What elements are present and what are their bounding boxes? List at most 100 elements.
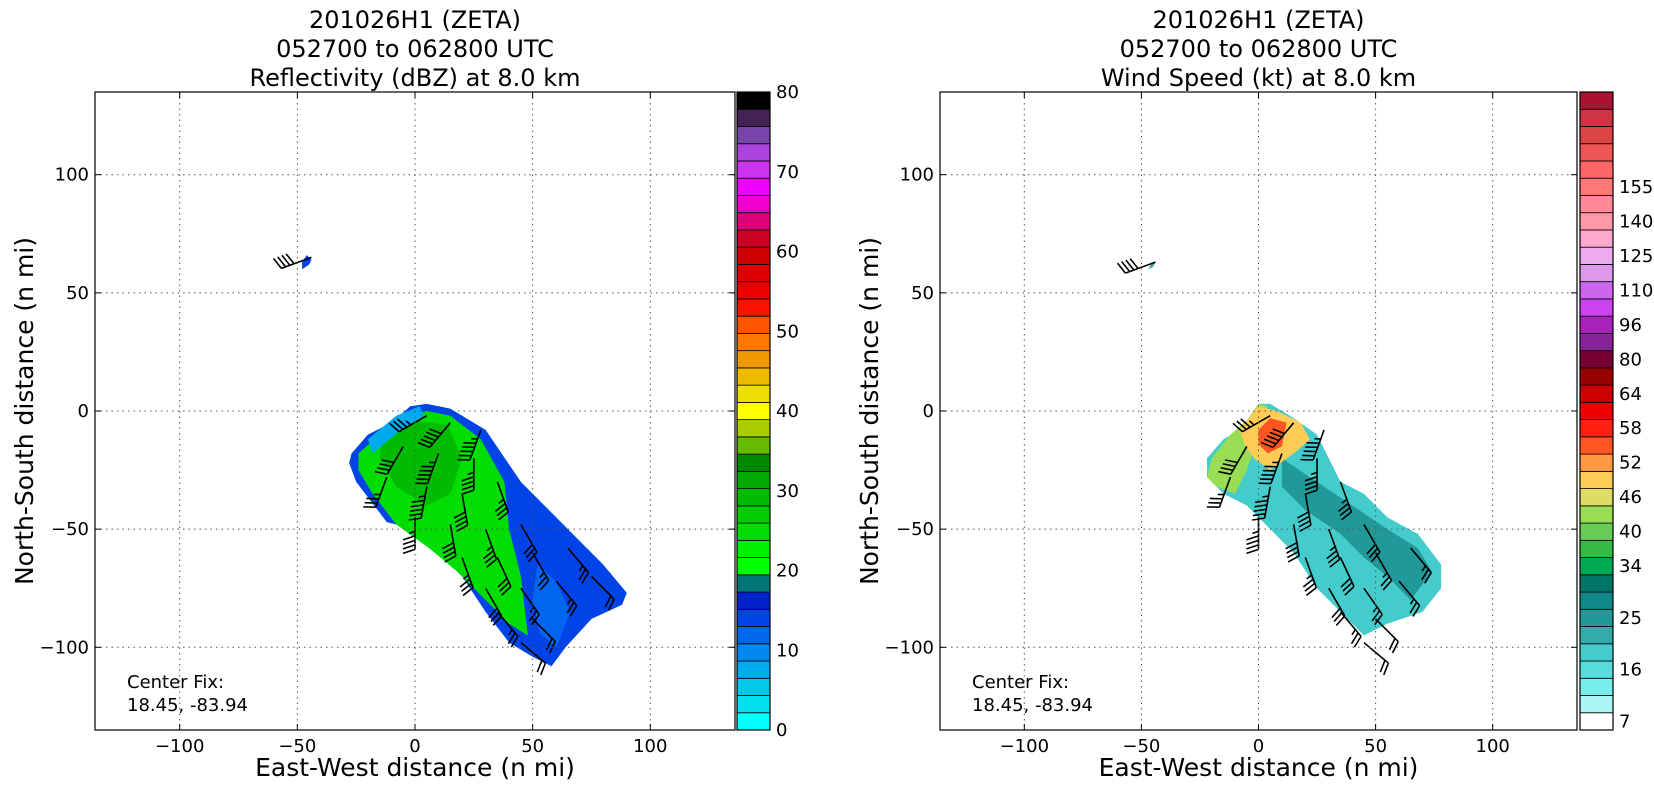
colorbar-bin xyxy=(1580,195,1613,212)
colorbar-bin xyxy=(737,523,770,540)
chart-title-line-3: Wind Speed (kt) at 8.0 km xyxy=(1101,64,1416,92)
colorbar-bin xyxy=(737,506,770,523)
y-tick-label: 50 xyxy=(66,283,89,304)
colorbar-bin xyxy=(1580,592,1613,609)
colorbar-bin xyxy=(737,368,770,385)
colorbar-bin xyxy=(737,489,770,506)
x-tick-label: −100 xyxy=(1000,736,1049,757)
colorbar-tick-label: 58 xyxy=(1619,418,1642,439)
y-tick-label: 100 xyxy=(55,165,89,186)
y-tick-label: −100 xyxy=(885,637,934,658)
colorbar-bin xyxy=(737,144,770,161)
x-axis-label: East-West distance (n mi) xyxy=(1099,753,1419,782)
colorbar-bin xyxy=(1580,696,1613,713)
colorbar-bin xyxy=(1580,282,1613,299)
colorbar-bin xyxy=(1580,333,1613,350)
colorbar-bin xyxy=(1580,368,1613,385)
colorbar-tick-label: 40 xyxy=(776,401,799,422)
y-tick-label: −100 xyxy=(40,637,89,658)
y-tick-label: 0 xyxy=(923,401,934,422)
colorbar-tick-label: 52 xyxy=(1619,453,1642,474)
colorbar-bin xyxy=(1580,109,1613,126)
colorbar-tick-label: 140 xyxy=(1619,211,1653,232)
colorbar-bin xyxy=(1580,161,1613,178)
chart-title-line-1: 201026H1 (ZETA) xyxy=(1152,6,1364,34)
y-tick-label: 100 xyxy=(900,165,934,186)
colorbar-bin xyxy=(1580,471,1613,488)
colorbar-bin xyxy=(737,696,770,713)
colorbar-bin xyxy=(1580,230,1613,247)
colorbar-tick-label: 46 xyxy=(1619,487,1642,508)
colorbar-bin xyxy=(1580,178,1613,195)
colorbar-tick-label: 40 xyxy=(1619,522,1642,543)
colorbar-bin xyxy=(737,230,770,247)
colorbar-bin xyxy=(737,575,770,592)
barb-half-flag xyxy=(1262,496,1268,497)
colorbar-bin xyxy=(1580,523,1613,540)
colorbar-tick-label: 96 xyxy=(1619,315,1642,336)
colorbar-bin xyxy=(1580,351,1613,368)
colorbar-bin xyxy=(1580,661,1613,678)
colorbar-bin xyxy=(737,126,770,143)
colorbar-bin xyxy=(1580,678,1613,695)
colorbar-tick-label: 0 xyxy=(776,720,787,741)
colorbar-bin xyxy=(737,678,770,695)
y-tick-label: −50 xyxy=(51,519,89,540)
colorbar-bin xyxy=(1580,126,1613,143)
colorbar-bin xyxy=(737,471,770,488)
center-fix-line-1: Center Fix: xyxy=(972,672,1069,693)
colorbar-bin xyxy=(1580,316,1613,333)
colorbar-bin xyxy=(1580,92,1613,109)
colorbar-bin xyxy=(737,454,770,471)
colorbar-bin xyxy=(1580,385,1613,402)
colorbar-bin xyxy=(1580,644,1613,661)
colorbar-bin xyxy=(1580,558,1613,575)
colorbar-bin xyxy=(737,316,770,333)
y-tick-label: −50 xyxy=(896,519,934,540)
colorbar-bin xyxy=(737,92,770,109)
colorbar-bin xyxy=(1580,144,1613,161)
colorbar-tick-label: 10 xyxy=(776,640,799,661)
colorbar-bin xyxy=(737,592,770,609)
colorbar-tick-label: 25 xyxy=(1619,608,1642,629)
colorbar-bin xyxy=(737,420,770,437)
colorbar-bin xyxy=(737,437,770,454)
colorbar-bin xyxy=(737,713,770,730)
colorbar-tick-label: 34 xyxy=(1619,556,1642,577)
colorbar-bin xyxy=(737,402,770,419)
colorbar-bin xyxy=(1580,454,1613,471)
colorbar-bin xyxy=(737,247,770,264)
colorbar-bin xyxy=(737,282,770,299)
colorbar-bin xyxy=(737,299,770,316)
colorbar-bin xyxy=(737,558,770,575)
center-fix-line-2: 18.45, -83.94 xyxy=(127,695,248,716)
colorbar-tick-label: 80 xyxy=(1619,349,1642,370)
colorbar-bin xyxy=(1580,575,1613,592)
colorbar-tick-label: 20 xyxy=(776,561,799,582)
colorbar-bin xyxy=(737,333,770,350)
colorbar-tick-label: 60 xyxy=(776,242,799,263)
colorbar-tick-label: 16 xyxy=(1619,660,1642,681)
colorbar-bin xyxy=(1580,420,1613,437)
barb-half-flag xyxy=(419,496,425,497)
colorbar-tick-label: 80 xyxy=(776,82,799,103)
chart-title-line-3: Reflectivity (dBZ) at 8.0 km xyxy=(250,64,581,92)
colorbar-tick-label: 7 xyxy=(1619,711,1630,732)
x-tick-label: 100 xyxy=(1476,736,1510,757)
colorbar-bin xyxy=(1580,627,1613,644)
colorbar-bin xyxy=(737,351,770,368)
colorbar-bin xyxy=(737,627,770,644)
colorbar-bin xyxy=(737,178,770,195)
colorbar-bin xyxy=(737,161,770,178)
colorbar-bin xyxy=(737,540,770,557)
chart-title-line-2: 052700 to 062800 UTC xyxy=(1120,35,1398,63)
colorbar-bin xyxy=(1580,437,1613,454)
panel-1: 201026H1 (ZETA)052700 to 062800 UTCRefle… xyxy=(10,6,799,782)
colorbar-bin xyxy=(1580,299,1613,316)
colorbar-bin xyxy=(1580,489,1613,506)
colorbar-bin xyxy=(737,213,770,230)
colorbar-bin xyxy=(737,264,770,281)
